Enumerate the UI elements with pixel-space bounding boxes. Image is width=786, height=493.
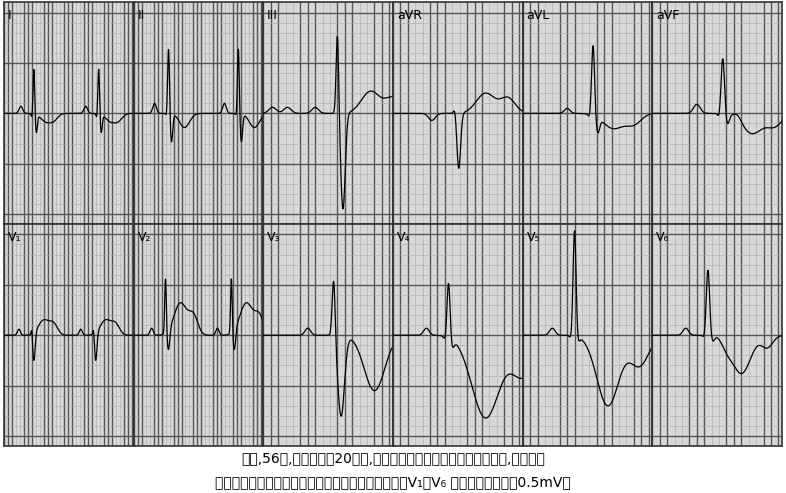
Text: V₆: V₆ xyxy=(656,231,670,244)
Text: V₅: V₅ xyxy=(527,231,540,244)
Text: V₂: V₂ xyxy=(138,231,151,244)
Text: I: I xyxy=(8,9,12,22)
Text: V₁: V₁ xyxy=(8,231,21,244)
Text: III: III xyxy=(267,9,278,22)
Text: aVR: aVR xyxy=(397,9,422,22)
Text: 男性,56岁,患高血压病20余年,心脏超声波显示不对称性左心室肥厚,不能排除: 男性,56岁,患高血压病20余年,心脏超声波显示不对称性左心室肥厚,不能排除 xyxy=(241,452,545,465)
Text: aVL: aVL xyxy=(527,9,550,22)
Text: II: II xyxy=(138,9,145,22)
Text: V₄: V₄ xyxy=(397,231,410,244)
Text: 心尖肥厚性心肌病。心电图显示左心室肥大伴劳损（V₁～V₆ 导联定准电压均为0.5mV）: 心尖肥厚性心肌病。心电图显示左心室肥大伴劳损（V₁～V₆ 导联定准电压均为0.5… xyxy=(215,476,571,490)
Text: aVF: aVF xyxy=(656,9,680,22)
Text: V₃: V₃ xyxy=(267,231,281,244)
